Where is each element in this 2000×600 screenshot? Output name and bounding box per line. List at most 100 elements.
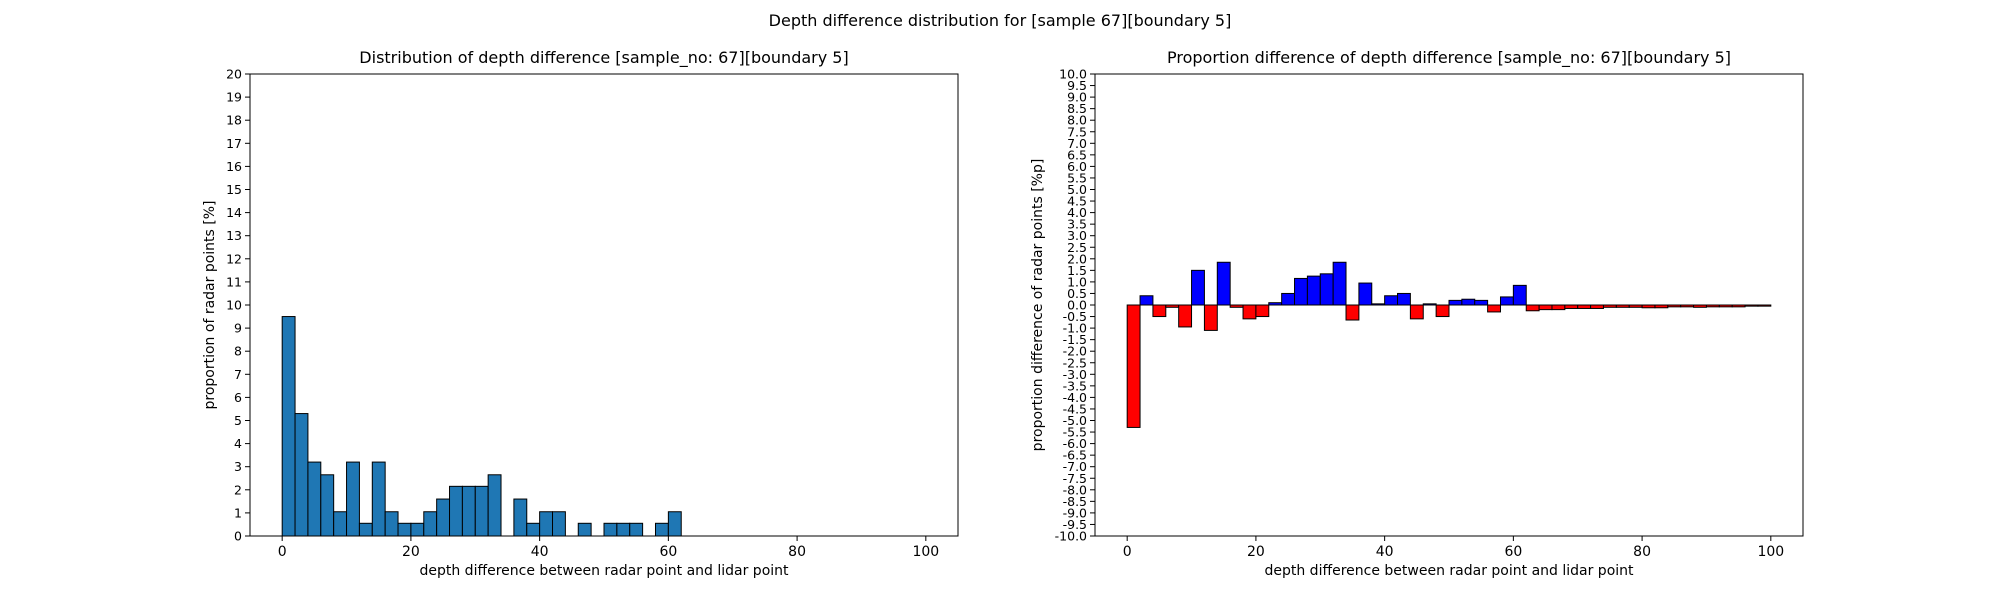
left-chart-ytick-label: 15 [226,182,242,197]
right-chart-bar [1255,304,1270,318]
right-chart-bar [1538,304,1553,311]
right-chart-ytick-label: 5.5 [1067,170,1087,185]
left-chart-bar [397,522,412,537]
right-chart-bar [1165,304,1180,308]
right-chart-ytick-label: 6.0 [1067,159,1087,174]
left-chart-bar [320,474,335,537]
right-chart-ylabel: proportion difference of radar points [%… [1030,159,1046,452]
left-chart-bar [552,511,566,537]
left-chart-bar [667,511,682,537]
right-chart-bar [1435,304,1450,318]
right-chart-ytick-label: -1.5 [1063,332,1087,347]
right-chart-bar [1757,304,1772,307]
left-chart-bar [281,316,296,537]
right-chart-ytick-label: 2.0 [1067,251,1087,266]
figure-suptitle: Depth difference distribution for [sampl… [769,11,1232,30]
right-chart-bar [1216,261,1231,306]
right-chart-bar [1705,304,1720,308]
left-chart-ytick-label: 13 [226,228,242,243]
right-chart-bar [1371,303,1386,306]
right-chart-ytick-label: -9.5 [1063,517,1087,532]
right-chart-bar [1641,304,1656,309]
right-chart-bar [1203,304,1218,331]
left-chart-ytick-label: 17 [226,136,242,151]
right-chart-xtick-label: 20 [1247,544,1265,560]
right-chart-ytick-label: 1.5 [1067,263,1087,278]
left-chart-bar [603,522,618,537]
right-chart-bar [1422,303,1437,306]
left-chart-bar [358,522,373,537]
right-chart-bar [1680,304,1695,308]
right-chart-bar [1744,304,1759,307]
left-chart-xtick-label: 40 [531,544,549,560]
right-chart-bar [1461,298,1476,306]
right-chart-bar [1358,282,1373,306]
right-chart-ytick-label: -8.5 [1063,494,1087,509]
right-chart-bar [1628,304,1643,308]
right-chart-bar [1281,292,1296,306]
right-chart-ytick-label: 8.0 [1067,113,1087,128]
right-chart-ytick-label: -7.5 [1063,471,1087,486]
right-chart-ytick-label: 6.5 [1067,147,1087,162]
right-chart-ytick-label: 10.0 [1059,67,1087,82]
left-chart-bar [371,461,386,537]
right-chart-ytick-label: -2.5 [1063,355,1087,370]
right-chart-bar [1525,304,1540,312]
right-chart-ytick-label: -6.0 [1063,436,1087,451]
right-chart-bar [1178,304,1193,328]
left-chart-bar [474,485,489,537]
right-chart-xtick-label: 60 [1504,544,1522,560]
right-chart-bar [1191,269,1205,306]
right-chart-bar [1397,292,1411,306]
left-chart-ytick-label: 7 [234,367,242,382]
left-chart-bar [616,522,631,537]
right-chart-bar [1615,304,1630,308]
right-chart-bar [1229,304,1244,308]
right-chart-ytick-label: -4.0 [1063,390,1087,405]
right-chart-bar [1512,284,1527,306]
left-chart-ytick-label: 0 [234,529,242,544]
right-chart-xtick-label: 100 [1757,544,1784,560]
right-chart-ytick-label: -0.5 [1063,309,1087,324]
right-chart-bar [1345,304,1360,321]
right-chart-ytick-label: -2.0 [1063,344,1087,359]
left-chart-title: Distribution of depth difference [sample… [359,48,848,68]
right-chart-bar [1551,304,1566,311]
left-chart-bar [629,522,644,537]
left-chart-ytick-label: 5 [234,413,242,428]
right-chart-ytick-label: 8.5 [1067,101,1087,116]
left-chart-ytick-label: 9 [234,321,242,336]
left-chart-bar [449,485,463,537]
left-chart-ytick-label: 10 [226,298,242,313]
left-chart-ytick-label: 14 [226,205,242,220]
left-chart-bar [436,498,451,537]
right-chart-ytick-label: 9.5 [1067,78,1087,93]
left-chart-bar [423,511,438,537]
right-chart-ytick-label: 7.5 [1067,124,1087,139]
right-chart-bar [1152,304,1167,318]
left-chart-bar [577,522,592,537]
right-chart-bar [1487,304,1501,313]
right-chart-yticks: -10.0-9.5-9.0-8.5-8.0-7.5-7.0-6.5-6.0-5.… [1055,67,1095,544]
left-chart-ytick-label: 3 [234,459,242,474]
left-chart-ytick-label: 11 [226,274,242,289]
left-chart-xtick-label: 100 [912,544,939,560]
right-chart-bar [1499,296,1514,306]
right-chart-ytick-label: -5.5 [1063,425,1087,440]
right-chart-ytick-label: -6.5 [1063,448,1087,463]
right-chart-bar [1126,304,1141,428]
left-chart-ytick-label: 4 [234,436,242,451]
right-chart-bar [1268,302,1283,306]
right-chart-bar [1474,299,1489,306]
left-chart-bar [294,413,309,537]
left-chart-ytick-label: 2 [234,482,242,497]
left-chart-bar [384,511,399,537]
right-chart-ytick-label: 5.0 [1067,182,1087,197]
left-chart-xtick-label: 0 [278,544,287,560]
right-chart-ytick-label: -3.5 [1063,378,1087,393]
right-chart-bar [1718,304,1733,308]
right-chart-ytick-label: 0.5 [1067,286,1087,301]
left-chart-bar [307,461,322,537]
left-chart-ytick-label: 12 [226,251,242,266]
